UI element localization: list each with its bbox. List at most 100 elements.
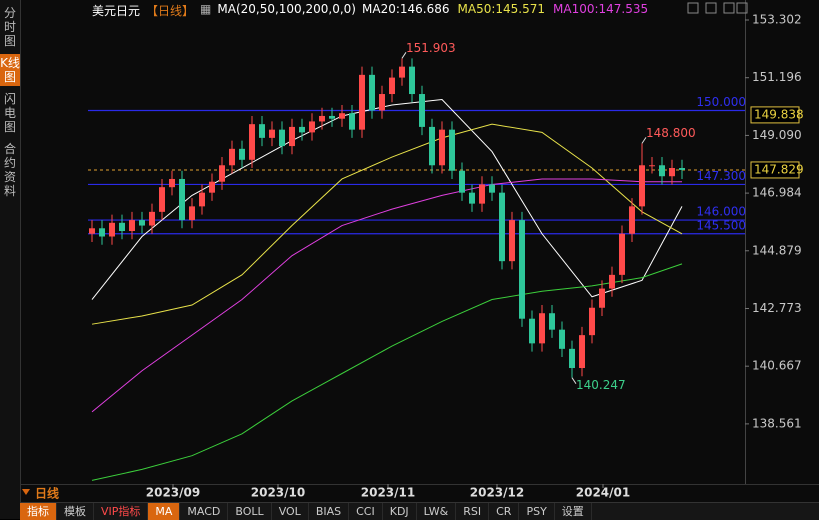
candle-body	[529, 318, 535, 344]
candle-body	[619, 233, 625, 275]
toolbar-tab[interactable]: 指标	[20, 503, 57, 520]
level-label: 146.000	[696, 205, 746, 219]
candle-body	[319, 115, 325, 122]
candle-body	[669, 168, 675, 177]
candle-body	[379, 94, 385, 111]
candle-body	[359, 74, 365, 130]
toolbar-tab[interactable]: BOLL	[228, 503, 272, 520]
candle-body	[109, 222, 115, 237]
toolbar-tab[interactable]: CCI	[349, 503, 383, 520]
candle-body	[99, 228, 105, 237]
last-price-label: 147.829	[754, 162, 804, 176]
x-tick-label: 2023/10	[251, 486, 305, 500]
annotation-label: 151.903	[406, 41, 456, 55]
side-tab[interactable]: K线图	[0, 54, 20, 86]
toolbar-tab[interactable]: CR	[489, 503, 520, 520]
ma-params: MA(20,50,100,200,0,0)	[217, 2, 356, 16]
toolbar-tab[interactable]: RSI	[456, 503, 490, 520]
candle-body	[629, 206, 635, 234]
candle-body	[189, 206, 195, 221]
level-label: 145.500	[696, 218, 746, 232]
candle-body	[169, 178, 175, 188]
toolbar-tab[interactable]: KDJ	[383, 503, 417, 520]
candle-body	[649, 165, 655, 167]
legend-entry: MA50:145.571	[457, 2, 546, 16]
y-tick-label: 149.090	[752, 128, 802, 142]
toolbar-tab[interactable]: MA	[148, 503, 181, 520]
level-label: 147.300	[696, 169, 746, 183]
background	[20, 0, 819, 502]
annotation-pointer	[641, 137, 647, 144]
y-tick-label: 146.984	[752, 186, 802, 200]
candle-body	[329, 115, 335, 119]
candle-body	[369, 74, 375, 111]
symbol: 美元日元	[92, 4, 141, 18]
legend-entry: MA20:146.686	[362, 2, 450, 16]
x-tick-label: 2023/12	[470, 486, 524, 500]
toolbar-tab[interactable]: VOL	[272, 503, 309, 520]
y-tick-label: 138.561	[752, 416, 802, 430]
candle-body	[599, 288, 605, 308]
candle-body	[489, 184, 495, 193]
toolbar-tab[interactable]: BIAS	[309, 503, 350, 520]
header: 美元日元 【日线】 ▦ MA(20,50,100,200,0,0) MA20:1…	[92, 2, 648, 19]
candle-body	[579, 335, 585, 369]
candle-body	[139, 220, 145, 226]
y-tick-label: 151.196	[752, 70, 802, 84]
candle-body	[209, 181, 215, 193]
side-tab[interactable]: 分时图	[3, 6, 16, 48]
toolbar-tab[interactable]: 设置	[555, 503, 592, 520]
candle-body	[219, 165, 225, 182]
candle-body	[559, 329, 565, 349]
candle-body	[429, 126, 435, 166]
window-icons	[687, 2, 748, 14]
x-tick-label: 2024/01	[576, 486, 630, 500]
toolbar-tab[interactable]: VIP指标	[94, 503, 149, 520]
ma-line	[91, 123, 683, 325]
candle-body	[259, 124, 265, 138]
ma-icon: ▦	[200, 2, 212, 16]
candle-body	[249, 124, 255, 160]
sidebar: 分时图 K线图闪电图合约资料	[0, 0, 21, 519]
candle-body	[589, 307, 595, 336]
level-label: 150.000	[696, 95, 746, 109]
candle-body	[449, 129, 455, 171]
toolbar-tab[interactable]: PSY	[519, 503, 555, 520]
side-tab[interactable]: 合约资料	[3, 142, 16, 198]
candle-body	[289, 126, 295, 147]
side-tab[interactable]: 闪电图	[3, 92, 16, 134]
annotation-pointer	[401, 52, 407, 59]
candle-body	[279, 129, 285, 147]
candle-body	[549, 313, 555, 330]
candle-body	[299, 126, 305, 133]
toolbar: 指标 模板 VIP指标 MA MACD BOLL VOL BIAS CCI KDJ LW& RSI CR…	[20, 502, 819, 520]
last-price-box	[750, 161, 800, 179]
period-arrow	[22, 489, 30, 495]
candle-body	[229, 148, 235, 166]
candle-body	[439, 129, 445, 166]
candle-body	[609, 274, 615, 289]
candle-body	[239, 148, 245, 160]
candle-body	[339, 113, 345, 119]
marker-price-box	[750, 106, 800, 124]
toolbar-tab[interactable]: MACD	[180, 503, 229, 520]
candle-body	[389, 77, 395, 95]
ma-line	[91, 178, 682, 413]
period: 【日线】	[146, 4, 195, 18]
candle-body	[519, 220, 525, 319]
candle-body	[409, 66, 415, 95]
candle-body	[569, 348, 575, 369]
toolbar-tab[interactable]: 模板	[57, 503, 94, 520]
candle-body	[349, 113, 355, 130]
candle-body	[659, 165, 665, 177]
candle-body	[469, 192, 475, 204]
candle-body	[269, 129, 275, 138]
candle-body	[149, 211, 155, 226]
annotation-pointer	[571, 377, 577, 384]
toolbar-tab[interactable]: LW&	[417, 503, 457, 520]
candle-body	[119, 222, 125, 232]
y-tick-label: 140.667	[752, 359, 802, 373]
y-tick-label: 153.302	[752, 13, 802, 27]
